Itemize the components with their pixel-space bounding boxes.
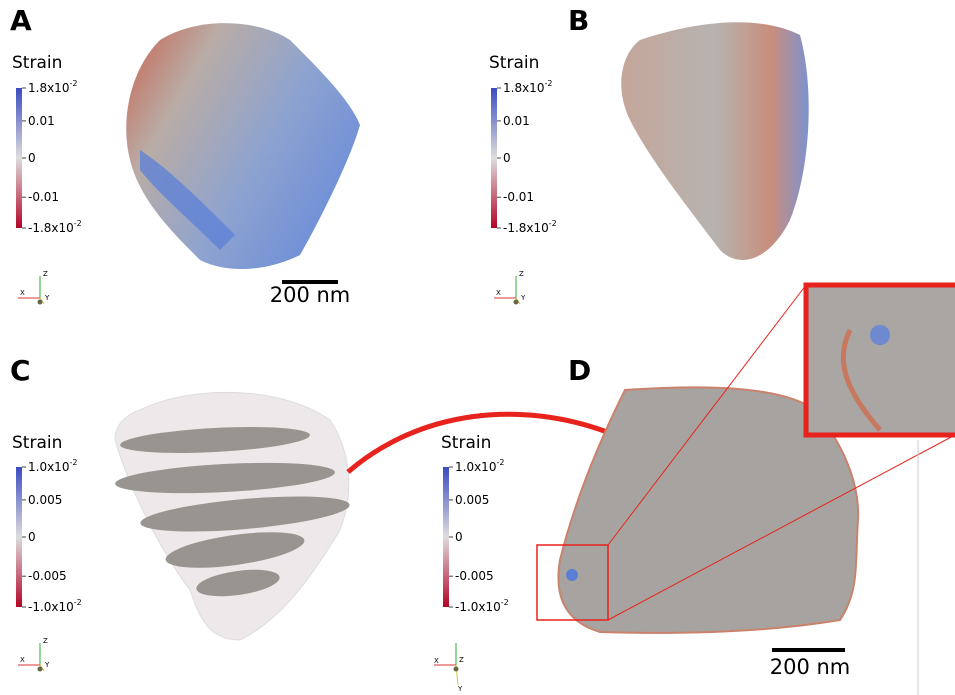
panel-c-art [114, 392, 350, 640]
tick-text: 0.01 [28, 113, 55, 127]
colorbar-tick-label: 0 [28, 530, 36, 544]
tick-text: 0 [503, 151, 511, 165]
tick-exponent: -2 [69, 79, 77, 88]
scale-bar-label: 200 nm [270, 283, 351, 307]
axis-label: X [20, 656, 25, 664]
tick-exponent: -2 [496, 458, 504, 467]
colorbar [443, 467, 449, 607]
colorbar-tick-label: 0 [455, 530, 463, 544]
colorbar [16, 88, 22, 228]
tick-text: 0 [455, 530, 463, 544]
panel-label: D [568, 354, 591, 387]
colorbar-tick-label: 0.005 [455, 492, 489, 506]
panel-label: B [568, 4, 589, 37]
axis-label: X [434, 657, 439, 665]
panel-d-art [537, 285, 955, 695]
panel-a-art [126, 23, 360, 269]
tick-text: 1.8x10 [28, 81, 69, 95]
figure: AStrain1.8x10-20.010-0.01-1.8x10-2200 nm… [0, 0, 955, 695]
colorbar-tick-label: -1.0x10-2 [28, 598, 82, 614]
colorbar-tick-label: -0.005 [455, 569, 494, 583]
tick-text: 1.0x10 [28, 460, 69, 474]
tick-text: -1.8x10 [28, 221, 74, 235]
colorbar-tick-label: -1.0x10-2 [455, 598, 509, 614]
colorbar-tick-label: 1.0x10-2 [455, 458, 504, 474]
tick-exponent: -2 [74, 219, 82, 228]
colorbar-tick-label: 0.01 [28, 113, 55, 127]
colorbar-tick-label: 1.0x10-2 [28, 458, 77, 474]
axis-label: Z [459, 656, 464, 664]
colorbar-tick-label: 0.005 [28, 492, 62, 506]
axis-label: Y [44, 294, 50, 302]
colorbar [491, 88, 497, 228]
panel-label: A [10, 4, 32, 37]
tick-text: -1.0x10 [455, 600, 501, 614]
axis-label: X [20, 289, 25, 297]
colorbar-title: Strain [12, 53, 62, 73]
tick-text: 1.8x10 [503, 81, 544, 95]
tick-exponent: -2 [549, 219, 557, 228]
colorbar-tick-label: -1.8x10-2 [28, 219, 82, 235]
tick-text: 0 [28, 530, 36, 544]
colorbar-title: Strain [441, 433, 491, 453]
axis-origin [38, 667, 43, 672]
scale-bar-label: 200 nm [770, 655, 851, 679]
tick-text: -0.005 [28, 569, 67, 583]
colorbar-title: Strain [12, 433, 62, 453]
panel-label: C [10, 354, 31, 387]
colorbar-tick-label: -1.8x10-2 [503, 219, 557, 235]
axis-origin [514, 300, 519, 305]
tick-text: -1.8x10 [503, 221, 549, 235]
colorbar-tick-label: 1.8x10-2 [28, 79, 77, 95]
panel-b-art [621, 22, 808, 260]
tick-text: 0.005 [28, 492, 62, 506]
tick-text: -0.005 [455, 569, 494, 583]
axis-label: Y [520, 294, 526, 302]
axis-origin [38, 300, 43, 305]
colorbar [16, 467, 22, 607]
axis-label: Z [519, 270, 524, 278]
colorbar-title: Strain [489, 53, 539, 73]
tick-exponent: -2 [501, 598, 509, 607]
axis-label: Z [43, 637, 48, 645]
tick-text: 0.005 [455, 492, 489, 506]
colorbar-tick-label: -0.01 [28, 190, 59, 204]
tick-text: -0.01 [28, 190, 59, 204]
colorbar-tick-label: 0 [28, 151, 36, 165]
axis-origin [454, 667, 459, 672]
tick-text: 0.01 [503, 113, 530, 127]
tick-text: 0 [28, 151, 36, 165]
colorbar-tick-label: 0 [503, 151, 511, 165]
tick-exponent: -2 [544, 79, 552, 88]
tick-exponent: -2 [69, 458, 77, 467]
axis-label: X [496, 289, 501, 297]
tick-text: 1.0x10 [455, 460, 496, 474]
tick-text: -0.01 [503, 190, 534, 204]
tick-text: -1.0x10 [28, 600, 74, 614]
axis-label: Z [43, 270, 48, 278]
tick-exponent: -2 [74, 598, 82, 607]
axis-label: Y [457, 685, 463, 693]
colorbar-tick-label: 0.01 [503, 113, 530, 127]
colorbar-tick-label: -0.005 [28, 569, 67, 583]
axis-label: Y [44, 661, 50, 669]
colorbar-tick-label: -0.01 [503, 190, 534, 204]
colorbar-tick-label: 1.8x10-2 [503, 79, 552, 95]
